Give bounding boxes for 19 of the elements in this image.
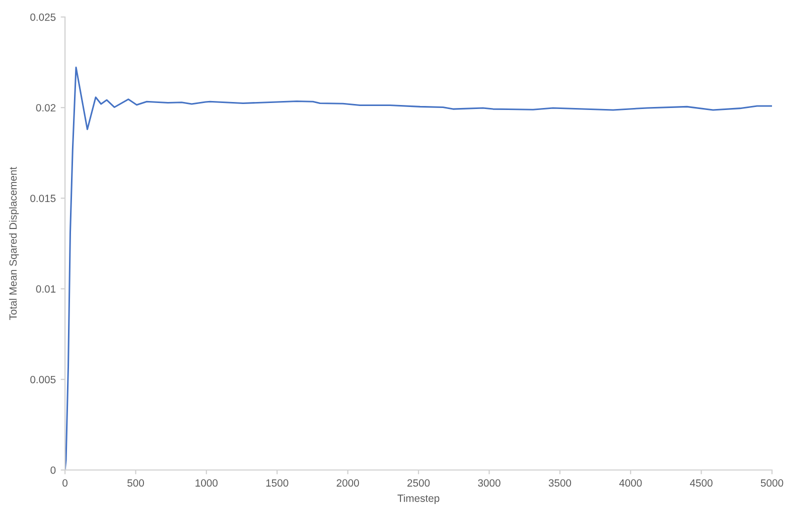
x-tick-label: 3500 bbox=[548, 479, 572, 487]
y-tick-label: 0 bbox=[50, 466, 56, 474]
y-tick-label: 0.01 bbox=[36, 285, 56, 293]
x-tick-label: 0 bbox=[62, 479, 68, 487]
y-tick-label: 0.005 bbox=[30, 376, 56, 384]
y-tick-label: 0.015 bbox=[30, 194, 56, 202]
x-axis-title: Timestep bbox=[398, 494, 440, 504]
x-tick-label: 2000 bbox=[336, 479, 359, 487]
x-tick-label: 1500 bbox=[266, 479, 288, 487]
x-tick-label: 500 bbox=[127, 479, 144, 487]
x-tick-label: 3000 bbox=[478, 479, 500, 487]
y-tick-label: 0.02 bbox=[36, 104, 56, 112]
y-axis-title: Total Mean Sqared Displacement bbox=[9, 166, 19, 320]
x-tick-label: 5000 bbox=[760, 479, 784, 487]
x-tick-label: 1000 bbox=[196, 479, 218, 487]
x-tick-label: 2500 bbox=[407, 479, 430, 487]
y-tick-label: 0.025 bbox=[30, 14, 56, 21]
x-tick-label: 4500 bbox=[690, 479, 712, 487]
x-tick-label: 4000 bbox=[619, 479, 642, 487]
